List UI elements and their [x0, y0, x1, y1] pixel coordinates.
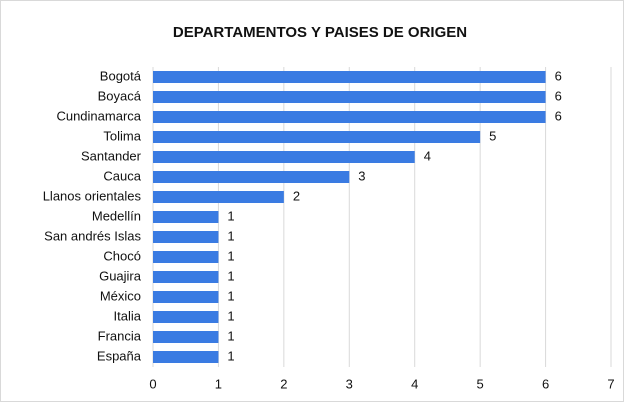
bar	[153, 151, 415, 163]
y-tick-label: Bogotá	[100, 68, 142, 83]
bar	[153, 211, 219, 223]
bar	[153, 171, 350, 183]
bar	[153, 331, 219, 343]
bar	[153, 231, 219, 243]
bar	[153, 351, 219, 363]
bar	[153, 131, 481, 143]
y-tick-label: Tolima	[103, 128, 141, 143]
y-tick-label: Italia	[114, 308, 142, 323]
data-label: 1	[227, 268, 234, 283]
data-label: 3	[358, 168, 365, 183]
bar	[153, 311, 219, 323]
x-tick-label: 3	[346, 376, 353, 391]
y-tick-label: España	[97, 348, 142, 363]
data-label: 2	[293, 188, 300, 203]
data-label: 6	[555, 88, 562, 103]
y-tick-label: Boyacá	[98, 88, 142, 103]
x-tick-label: 2	[280, 376, 287, 391]
data-label: 1	[227, 208, 234, 223]
bar	[153, 191, 284, 203]
x-tick-label: 0	[149, 376, 156, 391]
data-label: 6	[555, 68, 562, 83]
y-tick-label: Cundinamarca	[56, 108, 141, 123]
y-tick-label: Cauca	[103, 168, 141, 183]
data-label: 1	[227, 308, 234, 323]
data-label: 1	[227, 348, 234, 363]
y-tick-label: México	[100, 288, 141, 303]
data-label: 5	[489, 128, 496, 143]
x-tick-label: 4	[411, 376, 418, 391]
y-tick-label: Medellín	[92, 208, 141, 223]
data-label: 1	[227, 228, 234, 243]
x-tick-label: 1	[215, 376, 222, 391]
y-tick-label: Santander	[81, 148, 142, 163]
y-tick-label: San andrés Islas	[44, 228, 141, 243]
bar	[153, 291, 219, 303]
data-label: 1	[227, 248, 234, 263]
bar	[153, 251, 219, 263]
y-tick-label: Guajira	[99, 268, 142, 283]
x-tick-label: 7	[607, 376, 614, 391]
x-tick-label: 5	[477, 376, 484, 391]
bar	[153, 111, 546, 123]
bar	[153, 91, 546, 103]
data-label: 6	[555, 108, 562, 123]
y-tick-label: Llanos orientales	[43, 188, 142, 203]
chart-title: DEPARTAMENTOS Y PAISES DE ORIGEN	[173, 24, 467, 41]
bar	[153, 271, 219, 283]
data-label: 1	[227, 328, 234, 343]
data-label: 1	[227, 288, 234, 303]
y-tick-label: Francia	[98, 328, 142, 343]
bar	[153, 71, 546, 83]
x-tick-label: 6	[542, 376, 549, 391]
data-label: 4	[424, 148, 431, 163]
y-tick-label: Chocó	[103, 248, 141, 263]
